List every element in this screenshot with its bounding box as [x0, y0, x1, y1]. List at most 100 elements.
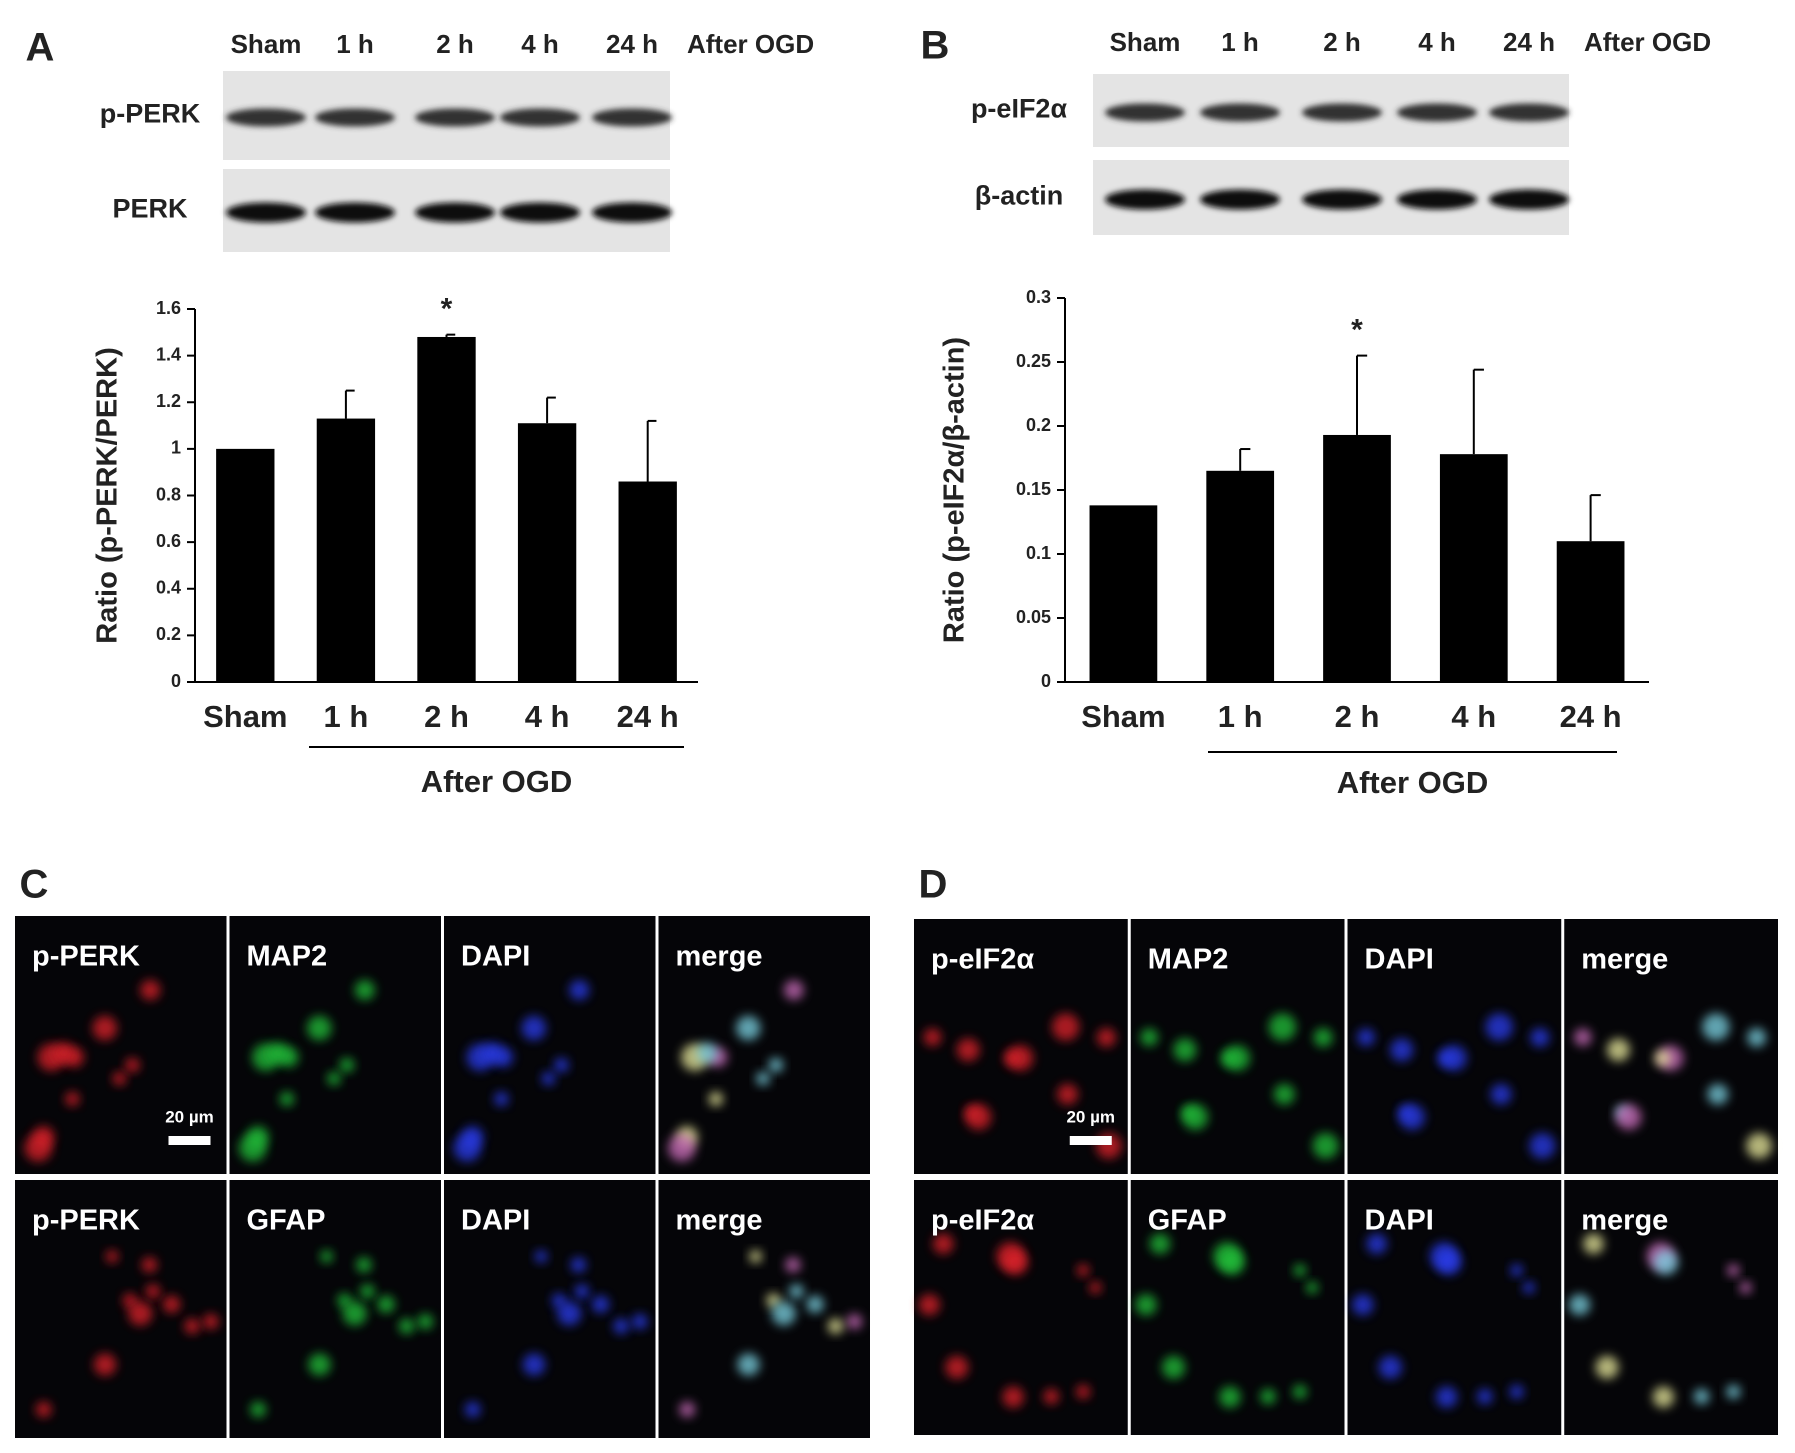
cell [140, 980, 161, 1001]
x-tick-label: 1 h [324, 699, 369, 734]
cell [1529, 1132, 1556, 1159]
cell [1268, 1013, 1297, 1041]
channel-label: DAPI [1365, 1205, 1434, 1237]
cell [1002, 1386, 1024, 1408]
cell [756, 1071, 770, 1086]
cell [534, 1250, 548, 1263]
blot-band [592, 202, 672, 223]
cell [1260, 1388, 1276, 1405]
y-tick-label: 0.05 [1016, 607, 1051, 627]
x-tick-label: 24 h [1560, 699, 1622, 734]
blot-band [1397, 189, 1477, 210]
cell [1726, 1384, 1741, 1399]
cell [918, 1294, 940, 1316]
cell [785, 1257, 801, 1273]
y-tick-label: 0.8 [156, 484, 181, 504]
lane-group-label: After OGD [1584, 27, 1711, 57]
bar [1439, 454, 1508, 682]
panel-letter: A [26, 26, 55, 70]
cell [771, 1301, 796, 1326]
cell [1693, 1388, 1710, 1405]
cell [128, 1301, 153, 1326]
channel-label: p-eIF2α [931, 1205, 1034, 1237]
cell [737, 1353, 760, 1376]
blot-band [592, 108, 672, 127]
panel-letter: B [921, 24, 950, 68]
cell [1162, 1355, 1186, 1379]
cell [806, 1295, 824, 1314]
lane-group-label: After OGD [687, 29, 814, 59]
x-tick-label: 4 h [1451, 699, 1496, 734]
y-tick-label: 0.2 [156, 624, 181, 644]
cell [1476, 1388, 1493, 1405]
cell [1052, 1013, 1080, 1041]
cell [267, 1042, 289, 1064]
cell [613, 1318, 630, 1335]
cell [356, 1257, 372, 1273]
bar [216, 448, 275, 682]
cell [574, 1284, 590, 1299]
cell [1595, 1355, 1619, 1379]
cell [1293, 1264, 1307, 1277]
cell [327, 1071, 341, 1086]
cell [965, 1104, 992, 1130]
cell [1135, 1294, 1157, 1316]
scale-bar-label: 20 µm [165, 1107, 214, 1126]
cell [93, 1353, 117, 1376]
cell [1436, 1386, 1458, 1408]
cell [1096, 1027, 1116, 1047]
panel-letter: C [20, 863, 49, 907]
blot-band [1105, 189, 1185, 210]
blot-band [1489, 189, 1569, 210]
micrograph-panel [15, 1180, 227, 1438]
cell [1399, 1104, 1425, 1130]
cell [1573, 1028, 1592, 1047]
cell [1305, 1281, 1319, 1294]
cell [1436, 1250, 1462, 1275]
bar [417, 336, 476, 682]
channel-label: merge [676, 941, 763, 973]
cell [1313, 1027, 1333, 1047]
cell [553, 1057, 569, 1073]
cell [1739, 1281, 1752, 1294]
cell [464, 1401, 481, 1418]
lane-label: 1 h [1221, 27, 1259, 57]
cell [557, 1301, 582, 1326]
cell [1043, 1388, 1060, 1405]
y-tick-label: 0.3 [1026, 287, 1051, 307]
bar [517, 423, 577, 682]
channel-label: p-PERK [32, 941, 140, 973]
channel-label: DAPI [1365, 944, 1434, 976]
cell [398, 1318, 415, 1335]
blot-row-label: p-eIF2α [971, 94, 1068, 124]
blot-band [226, 108, 306, 127]
blot-band [415, 108, 495, 127]
cell [1390, 1038, 1414, 1062]
cell [789, 1284, 804, 1299]
y-tick-label: 0.25 [1016, 351, 1051, 371]
cell [1312, 1132, 1339, 1159]
cell [1746, 1132, 1772, 1159]
cell [35, 1401, 52, 1418]
channel-label: MAP2 [1148, 944, 1229, 976]
cell [1140, 1028, 1159, 1047]
blot-band [1489, 103, 1569, 122]
cell [279, 1091, 295, 1107]
blot-band [1200, 189, 1280, 210]
cell [1747, 1027, 1767, 1047]
lane-label: Sham [231, 29, 302, 59]
cell [1654, 1049, 1671, 1067]
cell [1075, 1384, 1091, 1399]
cell [339, 1057, 355, 1073]
cell [827, 1318, 844, 1335]
cell [541, 1071, 556, 1086]
significance-mark: * [441, 293, 453, 326]
cell [1509, 1384, 1524, 1399]
cell [1490, 1083, 1512, 1105]
blot-band [1302, 103, 1382, 122]
x-tick-label: 2 h [1335, 699, 1380, 734]
y-axis-label: Ratio (p-eIF2α/β-actin) [939, 337, 971, 643]
cell [1149, 1233, 1171, 1255]
cell [846, 1313, 863, 1330]
micrograph-panel [229, 1180, 441, 1438]
